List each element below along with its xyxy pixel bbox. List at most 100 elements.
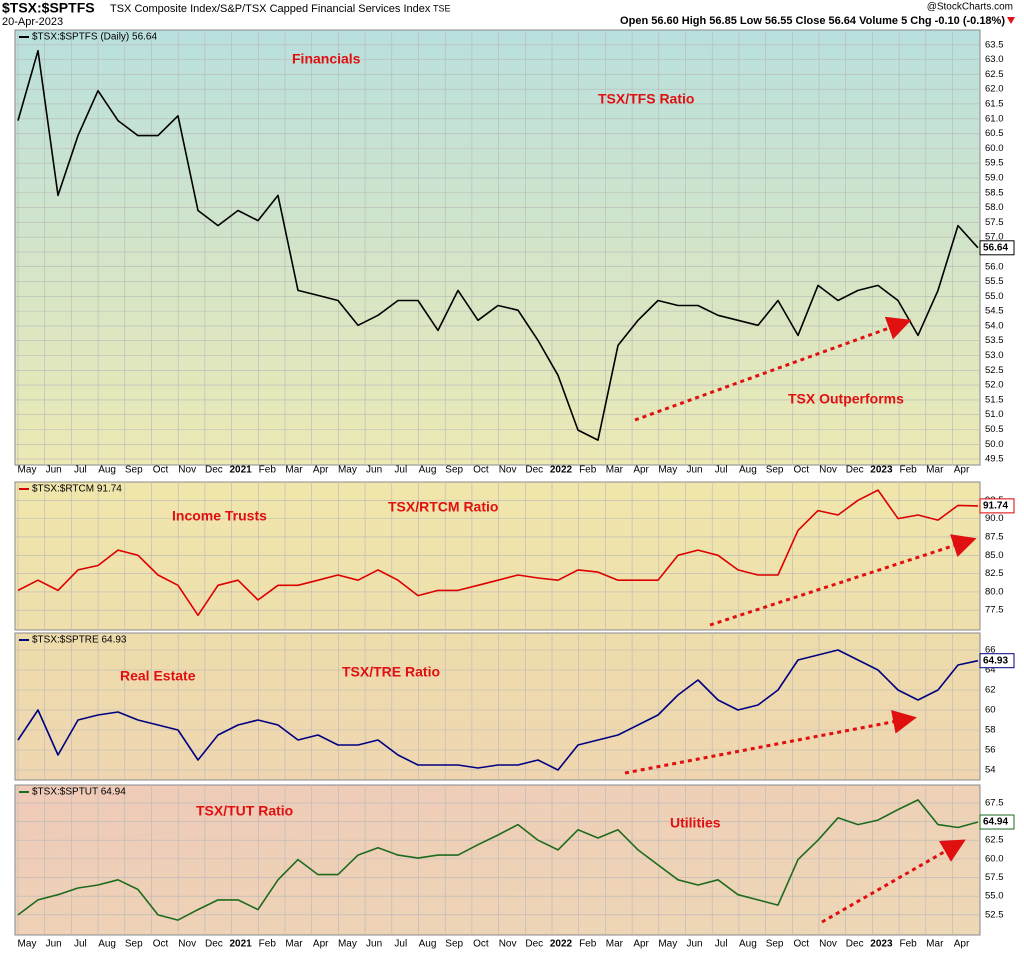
x-tick-label: Mar <box>926 939 944 950</box>
y-tick-label: 77.5 <box>985 605 1004 616</box>
x-tick-label: Apr <box>633 939 649 950</box>
series-line <box>17 649 979 771</box>
y-tick-label: 52.5 <box>985 365 1004 376</box>
y-tick-label: 66 <box>985 645 996 656</box>
x-tick-label: Apr <box>313 939 329 950</box>
series-line <box>17 489 979 617</box>
trend-arrow <box>821 839 966 924</box>
x-tick-label: Jun <box>366 465 382 476</box>
x-tick-label: May <box>658 465 677 476</box>
x-tick-label: May <box>338 939 357 950</box>
y-tick-label: 56.0 <box>985 261 1004 272</box>
x-tick-label: 2021 <box>229 939 252 950</box>
y-tick-label: 54 <box>985 765 996 776</box>
y-tick-label: 51.0 <box>985 409 1004 420</box>
y-tick-label: 60.0 <box>985 143 1004 154</box>
x-tick-label: May <box>18 465 37 476</box>
chart-subtitle: TSX Composite Index/S&P/TSX Capped Finan… <box>110 3 431 15</box>
y-tick-label: 54.5 <box>985 306 1004 317</box>
series-line <box>17 799 979 921</box>
annotation: TSX/TFS Ratio <box>598 91 694 107</box>
y-tick-label: 63.5 <box>985 39 1004 50</box>
y-tick-label: 56 <box>985 745 996 756</box>
x-tick-label: Jul <box>394 465 407 476</box>
chart-title: $TSX:$SPTFS <box>2 0 95 16</box>
panel-bg <box>14 632 981 781</box>
trend-arrow <box>624 710 917 775</box>
x-tick-label: 2022 <box>550 465 573 476</box>
y-tick-label: 60.0 <box>985 853 1004 864</box>
y-tick-label: 63.0 <box>985 54 1004 65</box>
annotation: TSX/TRE Ratio <box>342 664 440 680</box>
last-value-box <box>979 498 1015 514</box>
x-tick-label: Aug <box>739 465 757 476</box>
x-tick-label: Nov <box>178 939 196 950</box>
y-tick-label: 49.5 <box>985 454 1004 465</box>
annotation: Utilities <box>670 815 721 831</box>
x-tick-label: 2022 <box>550 939 573 950</box>
last-value-box <box>979 814 1015 830</box>
y-tick-label: 90.0 <box>985 513 1004 524</box>
x-tick-label: Dec <box>205 465 223 476</box>
y-tick-label: 55.0 <box>985 891 1004 902</box>
x-tick-label: May <box>658 939 677 950</box>
quote: Open 56.60 High 56.85 Low 56.55 Close 56… <box>620 15 1005 27</box>
trend-arrow <box>709 534 977 627</box>
x-tick-label: Nov <box>819 939 837 950</box>
x-tick-label: Jun <box>686 465 702 476</box>
y-tick-label: 55.0 <box>985 291 1004 302</box>
y-tick-label: 58.5 <box>985 187 1004 198</box>
y-tick-label: 53.5 <box>985 335 1004 346</box>
y-tick-label: 54.0 <box>985 320 1004 331</box>
x-tick-label: Sep <box>766 465 784 476</box>
source: @StockCharts.com <box>927 2 1013 13</box>
x-tick-label: Jun <box>366 939 382 950</box>
x-tick-label: Apr <box>633 465 649 476</box>
x-tick-label: Feb <box>579 939 597 950</box>
y-tick-label: 58.0 <box>985 202 1004 213</box>
x-tick-label: Jul <box>394 939 407 950</box>
y-tick-label: 51.5 <box>985 394 1004 405</box>
x-tick-label: Apr <box>954 465 970 476</box>
y-tick-label: 59.5 <box>985 158 1004 169</box>
legend-label: $TSX:$SPTFS (Daily) 56.64 <box>32 32 157 43</box>
x-tick-label: Jul <box>74 939 87 950</box>
y-tick-label: 57.5 <box>985 217 1004 228</box>
x-tick-label: Sep <box>445 465 463 476</box>
x-tick-label: Dec <box>846 939 864 950</box>
x-tick-label: Nov <box>178 465 196 476</box>
x-tick-label: Jun <box>686 939 702 950</box>
x-tick-label: Aug <box>98 465 116 476</box>
last-value-label: 91.74 <box>983 501 1008 512</box>
x-tick-label: Sep <box>445 939 463 950</box>
y-tick-label: 87.5 <box>985 531 1004 542</box>
x-tick-label: Feb <box>259 939 277 950</box>
y-tick-label: 64 <box>985 665 996 676</box>
x-tick-label: Nov <box>499 465 517 476</box>
x-tick-label: Dec <box>846 465 864 476</box>
x-tick-label: Mar <box>926 465 944 476</box>
y-tick-label: 62.5 <box>985 835 1004 846</box>
last-value-label: 64.94 <box>983 817 1008 828</box>
last-value-box <box>979 653 1015 669</box>
x-tick-label: Feb <box>899 465 917 476</box>
y-tick-label: 57.5 <box>985 872 1004 883</box>
y-tick-label: 55.5 <box>985 276 1004 287</box>
annotation: Income Trusts <box>172 508 267 524</box>
x-tick-label: Aug <box>419 939 437 950</box>
legend-label: $TSX:$SPTUT 64.94 <box>32 787 126 798</box>
x-tick-label: Aug <box>739 939 757 950</box>
y-tick-label: 62.0 <box>985 84 1004 95</box>
y-tick-label: 60.5 <box>985 128 1004 139</box>
x-tick-label: Sep <box>125 939 143 950</box>
annotation: TSX/TUT Ratio <box>196 803 293 819</box>
x-tick-label: Feb <box>579 465 597 476</box>
x-tick-label: 2021 <box>229 465 252 476</box>
x-tick-label: Sep <box>125 465 143 476</box>
annotation: Real Estate <box>120 668 196 684</box>
down-icon <box>1007 17 1015 24</box>
arrows <box>624 316 977 924</box>
y-tick-label: 62 <box>985 685 996 696</box>
exchange: TSE <box>433 3 451 13</box>
